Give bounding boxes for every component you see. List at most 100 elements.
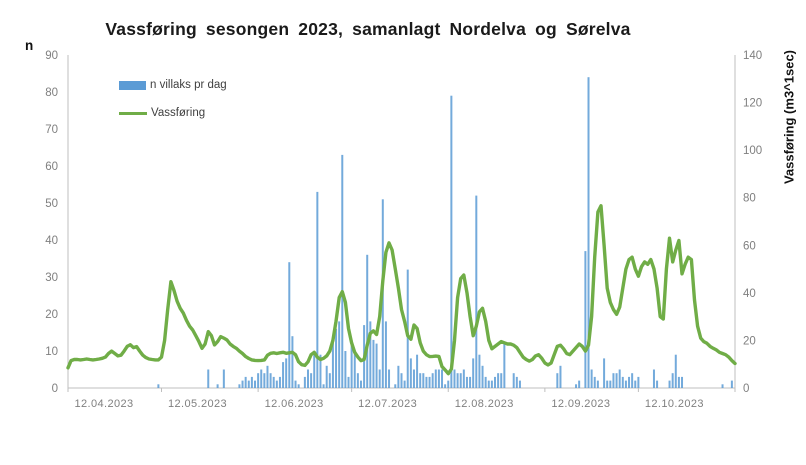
bar	[157, 384, 160, 388]
left-axis-tick-label: 40	[45, 235, 58, 247]
bar	[556, 373, 559, 388]
bar	[294, 380, 297, 388]
bar	[559, 365, 562, 388]
bar	[319, 354, 322, 388]
bar	[325, 365, 328, 388]
bar	[344, 351, 347, 388]
bar	[441, 369, 444, 388]
x-axis-tick-label: 12.08.2023	[455, 398, 514, 410]
bar	[403, 380, 406, 388]
x-axis-tick-label: 12.05.2023	[168, 398, 227, 410]
bar	[384, 321, 387, 388]
bar	[409, 358, 412, 388]
bar	[621, 376, 624, 388]
bar	[394, 384, 397, 388]
bar	[369, 321, 372, 388]
bar	[453, 369, 456, 388]
bar	[207, 369, 210, 388]
bar	[587, 77, 590, 388]
left-axis-tick-label: 30	[45, 272, 58, 284]
bar	[257, 373, 260, 388]
bar	[512, 373, 515, 388]
legend-label: Vassføring	[151, 107, 206, 119]
bar	[459, 373, 462, 388]
bar	[484, 376, 487, 388]
bar	[244, 376, 247, 388]
bar	[437, 369, 440, 388]
bar	[335, 328, 338, 388]
bar	[615, 373, 618, 388]
bar	[590, 369, 593, 388]
left-axis-tick-label: 90	[45, 50, 58, 62]
right-axis-tick-label: 140	[743, 50, 762, 62]
bar	[628, 376, 631, 388]
bar	[282, 362, 285, 388]
bar	[272, 376, 275, 388]
bar	[266, 365, 269, 388]
bar	[425, 376, 428, 388]
left-axis-tick-label: 80	[45, 87, 58, 99]
bar	[456, 373, 459, 388]
bar	[238, 384, 241, 388]
x-axis-tick-label: 12.10.2023	[645, 398, 704, 410]
bar	[481, 365, 484, 388]
bar	[450, 95, 453, 388]
right-axis-tick-label: 80	[743, 193, 756, 205]
left-axis-tick-label: 20	[45, 309, 58, 321]
bar	[285, 358, 288, 388]
bar	[313, 351, 316, 388]
bar	[444, 384, 447, 388]
bar	[721, 384, 724, 388]
bar	[472, 358, 475, 388]
bar	[730, 380, 733, 388]
bar	[269, 373, 272, 388]
bar	[462, 369, 465, 388]
bar	[291, 336, 294, 388]
bar	[606, 380, 609, 388]
bar	[618, 369, 621, 388]
bar	[518, 380, 521, 388]
x-axis-tick-label: 12.09.2023	[551, 398, 610, 410]
bar	[216, 384, 219, 388]
bar	[260, 369, 263, 388]
bar	[422, 373, 425, 388]
bar	[584, 251, 587, 388]
left-axis-title: n	[25, 38, 34, 53]
bar	[416, 354, 419, 388]
bar	[278, 376, 281, 388]
bar	[322, 384, 325, 388]
bar	[400, 373, 403, 388]
bar	[412, 369, 415, 388]
bar	[303, 376, 306, 388]
bar	[609, 380, 612, 388]
bar	[475, 195, 478, 388]
bar	[263, 373, 266, 388]
bar	[677, 376, 680, 388]
bar	[275, 380, 278, 388]
bar	[241, 380, 244, 388]
left-axis-tick-label: 70	[45, 124, 58, 136]
bar	[478, 354, 481, 388]
bar	[434, 369, 437, 388]
bar	[310, 373, 313, 388]
bar	[353, 351, 356, 388]
legend: n villaks pr dag Vassføring	[119, 76, 227, 132]
bar	[428, 376, 431, 388]
bar	[624, 380, 627, 388]
bar	[668, 380, 671, 388]
bar	[656, 380, 659, 388]
right-axis-tick-label: 40	[743, 288, 756, 300]
bar	[254, 380, 257, 388]
bar	[350, 339, 353, 388]
bar	[490, 380, 493, 388]
x-axis-tick-label: 12.07.2023	[358, 398, 417, 410]
right-axis-tick-label: 100	[743, 145, 762, 157]
bar	[637, 376, 640, 388]
x-axis-tick-label: 12.06.2023	[265, 398, 324, 410]
bar	[494, 376, 497, 388]
bar	[487, 380, 490, 388]
bar	[612, 373, 615, 388]
bar	[375, 343, 378, 388]
bar	[431, 373, 434, 388]
